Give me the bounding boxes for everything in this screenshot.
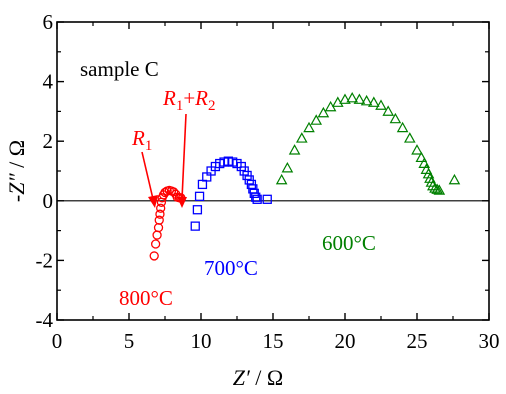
data-point	[346, 91, 359, 103]
r1-label: R1	[131, 126, 152, 154]
data-point	[262, 194, 272, 204]
y-tick-label: -4	[36, 308, 54, 332]
data-point	[431, 183, 443, 194]
data-point	[155, 209, 165, 219]
y-tick-label: -2	[36, 248, 54, 272]
sample-label: sample C	[80, 57, 159, 81]
y-tick-label: 6	[43, 10, 54, 34]
data-point	[331, 96, 344, 107]
data-point	[303, 121, 315, 133]
data-point	[339, 93, 351, 104]
y-tick-label: 0	[43, 189, 54, 213]
data-point	[295, 132, 308, 143]
series-label-700: 700°C	[204, 256, 258, 280]
x-tick-label: 5	[124, 329, 135, 353]
data-point	[389, 112, 402, 124]
data-point	[427, 179, 439, 191]
y-axis-title: -Z″ / Ω	[4, 140, 29, 202]
y-tick-label: 4	[43, 70, 54, 94]
data-point	[411, 144, 423, 155]
data-point	[152, 230, 162, 240]
data-point	[153, 222, 164, 233]
data-point	[251, 192, 261, 202]
r1r2-arrowhead	[177, 197, 187, 208]
data-point	[317, 106, 330, 118]
data-point	[375, 99, 387, 110]
data-point	[288, 144, 301, 155]
series-1	[190, 156, 272, 231]
x-tick-label: 10	[191, 329, 212, 353]
data-point	[149, 251, 159, 261]
data-point	[367, 96, 380, 107]
data-point	[194, 191, 205, 201]
data-point	[310, 114, 323, 125]
data-point	[150, 239, 161, 249]
data-point	[353, 93, 366, 104]
data-point	[252, 194, 262, 204]
r1r2-arrow-line	[181, 113, 187, 200]
series-label-800: 800°C	[119, 286, 173, 310]
x-tick-label: 15	[263, 329, 284, 353]
data-point	[424, 172, 436, 183]
x-axis-title: Z′ / Ω	[233, 365, 284, 390]
data-series	[149, 91, 461, 261]
data-point	[422, 167, 435, 179]
data-point	[192, 205, 203, 215]
series-2	[275, 91, 461, 195]
data-point	[382, 105, 395, 116]
data-point	[190, 221, 200, 231]
series-label-600: 600°C	[322, 231, 376, 255]
data-point	[156, 203, 166, 213]
data-point	[448, 173, 461, 185]
data-point	[281, 161, 294, 173]
data-point	[433, 184, 446, 195]
axis-ticks	[56, 21, 490, 321]
tick-labels: 0 5 10 15 20 25 30 -4 -2 0 2 4 6	[36, 10, 500, 353]
y-tick-label: 2	[43, 129, 54, 153]
data-point	[360, 94, 373, 106]
data-point	[396, 121, 409, 133]
r1-arrow-line	[141, 151, 154, 200]
data-point	[275, 173, 288, 185]
data-point	[160, 187, 170, 198]
x-tick-label: 30	[479, 329, 500, 353]
data-point	[415, 151, 428, 163]
data-point	[403, 132, 416, 143]
x-tick-label: 0	[52, 329, 63, 353]
x-tick-label: 20	[335, 329, 356, 353]
r1-arrowhead	[148, 195, 158, 208]
r1r2-label: R1+R2	[162, 86, 216, 114]
data-point	[154, 215, 164, 225]
series-0	[149, 185, 186, 261]
x-tick-label: 25	[407, 329, 428, 353]
